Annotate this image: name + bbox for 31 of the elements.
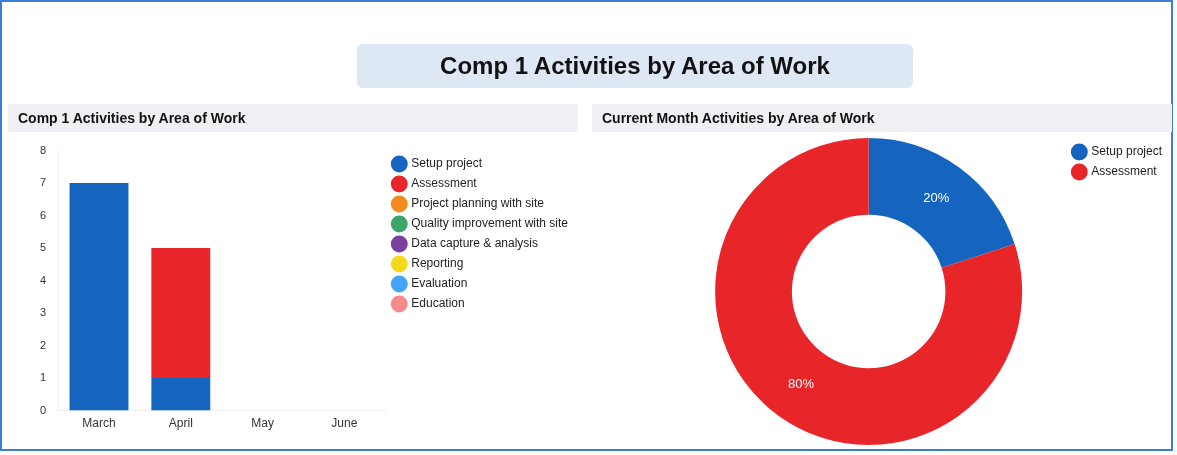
y-tick-label: 4 — [39, 273, 47, 286]
legend-label: Setup project — [411, 156, 483, 171]
text: Comp 1 Activities by Area of Work — [357, 44, 913, 88]
y-tick-label: 3 — [39, 306, 47, 319]
legend-label: Reporting — [411, 256, 464, 271]
x-tick-label: March — [82, 416, 116, 431]
legend-label: Assessment — [1091, 164, 1158, 179]
y-tick-label: 8 — [39, 143, 47, 156]
y-tick-label: 5 — [39, 241, 47, 254]
chart-title: Comp 1 Activities by Area of Work — [8, 104, 578, 132]
chart-title: Current Month Activities by Area of Work — [592, 104, 1172, 132]
x-tick-label: June — [331, 416, 358, 431]
data-label: 80% — [787, 376, 815, 392]
y-tick-label: 7 — [39, 176, 47, 189]
y-tick-label: 6 — [39, 208, 47, 221]
bar — [69, 183, 129, 411]
legend-label: Quality improvement with site — [411, 216, 569, 231]
x-tick-label: May — [251, 416, 274, 431]
legend-label: Evaluation — [411, 276, 468, 291]
x-tick-label: April — [168, 416, 193, 431]
y-tick-label: 1 — [39, 371, 47, 384]
bar — [151, 248, 211, 379]
data-label: 20% — [923, 189, 950, 205]
legend-label: Data capture & analysis — [411, 236, 539, 251]
legend-label: Assessment — [411, 176, 478, 191]
y-tick-label: 2 — [39, 338, 47, 351]
legend-label: Education — [411, 296, 465, 311]
y-tick-label: 0 — [39, 403, 47, 416]
bar — [151, 378, 211, 411]
legend-label: Setup project — [1091, 144, 1163, 159]
legend-label: Project planning with site — [411, 196, 545, 211]
